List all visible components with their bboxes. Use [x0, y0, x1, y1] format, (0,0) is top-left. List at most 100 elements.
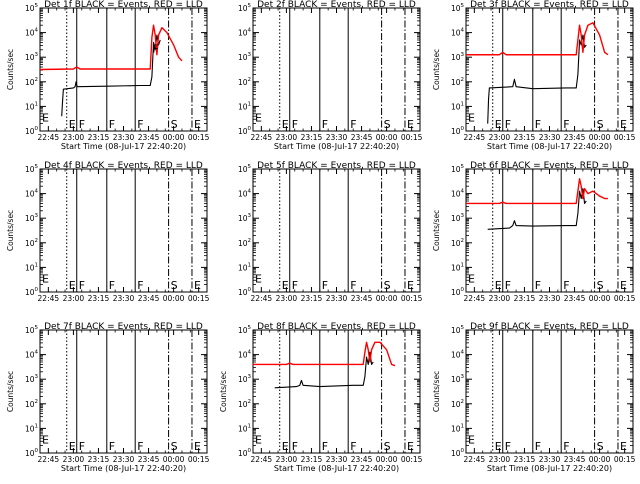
- y-tick-label: 101: [238, 423, 251, 433]
- y-tick-label: 104: [25, 350, 39, 360]
- marker-label: E: [194, 118, 201, 131]
- x-tick-label: 23:15: [88, 294, 110, 303]
- x-tick-label: 22:45: [251, 133, 273, 142]
- x-tick-label: 23:45: [351, 294, 373, 303]
- x-tick-label: 22:45: [464, 455, 486, 464]
- marker-label: S: [597, 440, 604, 453]
- plot-det-4f: Det 4f BLACK = Events, RED = LLD 100 101 10…: [6, 161, 210, 303]
- x-axis-label: Start Time (08-Jul-17 22:40:20): [61, 142, 186, 151]
- x-tick-label: 00:00: [589, 133, 611, 142]
- marker-label: E: [620, 440, 627, 453]
- y-tick-label: 103: [238, 52, 252, 62]
- plot-title: Det 9f BLACK = Events, RED = LLD: [470, 322, 629, 332]
- marker-label: E: [620, 118, 627, 131]
- x-tick-label: 23:00: [489, 133, 511, 142]
- marker-label: F: [137, 279, 143, 292]
- plot-annotation: E: [255, 273, 262, 286]
- series-line-events: [487, 188, 587, 230]
- y-tick-label: 104: [451, 350, 465, 360]
- y-tick-label: 100: [25, 448, 39, 458]
- marker-label: F: [109, 440, 115, 453]
- series-line-events: [274, 351, 374, 389]
- marker-label: F: [79, 279, 85, 292]
- x-tick-label: 22:45: [38, 133, 60, 142]
- x-tick-label: 23:30: [326, 133, 348, 142]
- plot-title: Det 4f BLACK = Events, RED = LLD: [44, 161, 203, 171]
- y-tick-label: 104: [25, 28, 39, 38]
- y-tick-label: 100: [238, 448, 252, 458]
- marker-label: E: [282, 279, 289, 292]
- y-tick-label: 100: [238, 287, 252, 297]
- plot-frame: [252, 7, 421, 132]
- marker-label: F: [137, 440, 143, 453]
- marker-label: F: [563, 118, 569, 131]
- x-tick-label: 23:00: [276, 455, 298, 464]
- x-axis-label: Start Time (08-Jul-17 22:40:20): [487, 142, 612, 151]
- y-tick-label: 105: [238, 3, 252, 13]
- marker-label: S: [171, 279, 178, 292]
- marker-label: F: [137, 118, 143, 131]
- y-tick-label: 100: [25, 126, 39, 136]
- x-tick-label: 23:45: [138, 133, 160, 142]
- x-tick-label: 23:00: [276, 294, 298, 303]
- marker-label: E: [194, 440, 201, 453]
- plot-frame: [39, 168, 208, 293]
- plot-det-9f: Det 9f BLACK = Events, RED = LLD 100 101 10…: [432, 322, 636, 473]
- x-tick-label: 00:15: [401, 455, 423, 464]
- marker-label: F: [322, 118, 328, 131]
- marker-label: F: [322, 279, 328, 292]
- plot-det-8f: Det 8f BLACK = Events, RED = LLD 100 101 10…: [219, 322, 423, 473]
- x-tick-label: 23:30: [326, 294, 348, 303]
- x-tick-label: 23:45: [351, 455, 373, 464]
- y-tick-label: 101: [25, 262, 38, 272]
- x-tick-label: 23:30: [326, 455, 348, 464]
- series-line-lld: [466, 178, 608, 205]
- y-tick-label: 105: [25, 3, 39, 13]
- marker-label: E: [495, 440, 502, 453]
- plot-frame: [252, 168, 421, 293]
- marker-label: F: [505, 118, 511, 131]
- x-tick-label: 00:15: [188, 294, 210, 303]
- x-tick-label: 23:15: [301, 455, 323, 464]
- x-tick-label: 23:45: [138, 294, 160, 303]
- x-tick-label: 00:00: [376, 455, 398, 464]
- x-tick-label: 23:30: [113, 133, 135, 142]
- y-tick-label: 105: [25, 325, 39, 335]
- y-tick-label: 105: [25, 164, 39, 174]
- y-tick-label: 103: [238, 213, 252, 223]
- x-tick-label: 00:00: [376, 133, 398, 142]
- plot-frame: [39, 329, 208, 454]
- x-tick-label: 23:15: [514, 133, 536, 142]
- plot-title: Det 8f BLACK = Events, RED = LLD: [257, 322, 416, 332]
- x-tick-label: 22:45: [251, 294, 273, 303]
- y-tick-label: 102: [451, 77, 464, 87]
- plot-annotation: F: [152, 43, 158, 56]
- marker-label: S: [384, 279, 391, 292]
- marker-label: E: [407, 279, 414, 292]
- marker-label: F: [322, 440, 328, 453]
- marker-label: S: [171, 440, 178, 453]
- marker-label: F: [292, 279, 298, 292]
- y-tick-label: 104: [238, 350, 252, 360]
- y-axis-label: Counts/sec: [6, 371, 15, 412]
- x-tick-label: 00:00: [589, 455, 611, 464]
- x-tick-label: 00:00: [589, 294, 611, 303]
- y-tick-label: 104: [451, 28, 465, 38]
- y-tick-label: 105: [238, 164, 252, 174]
- marker-label: S: [597, 118, 604, 131]
- marker-label: F: [109, 279, 115, 292]
- y-tick-label: 102: [25, 238, 38, 248]
- y-tick-label: 100: [451, 287, 465, 297]
- x-tick-label: 00:15: [188, 455, 210, 464]
- marker-label: E: [407, 118, 414, 131]
- marker-label: E: [69, 440, 76, 453]
- series-line-lld: [253, 341, 396, 367]
- plot-annotation: E: [255, 434, 262, 447]
- x-tick-label: 23:00: [63, 294, 85, 303]
- plot-frame: [252, 329, 421, 454]
- marker-label: E: [620, 279, 627, 292]
- y-tick-label: 102: [238, 238, 251, 248]
- marker-label: E: [282, 440, 289, 453]
- marker-label: E: [495, 279, 502, 292]
- x-tick-label: 23:45: [564, 294, 586, 303]
